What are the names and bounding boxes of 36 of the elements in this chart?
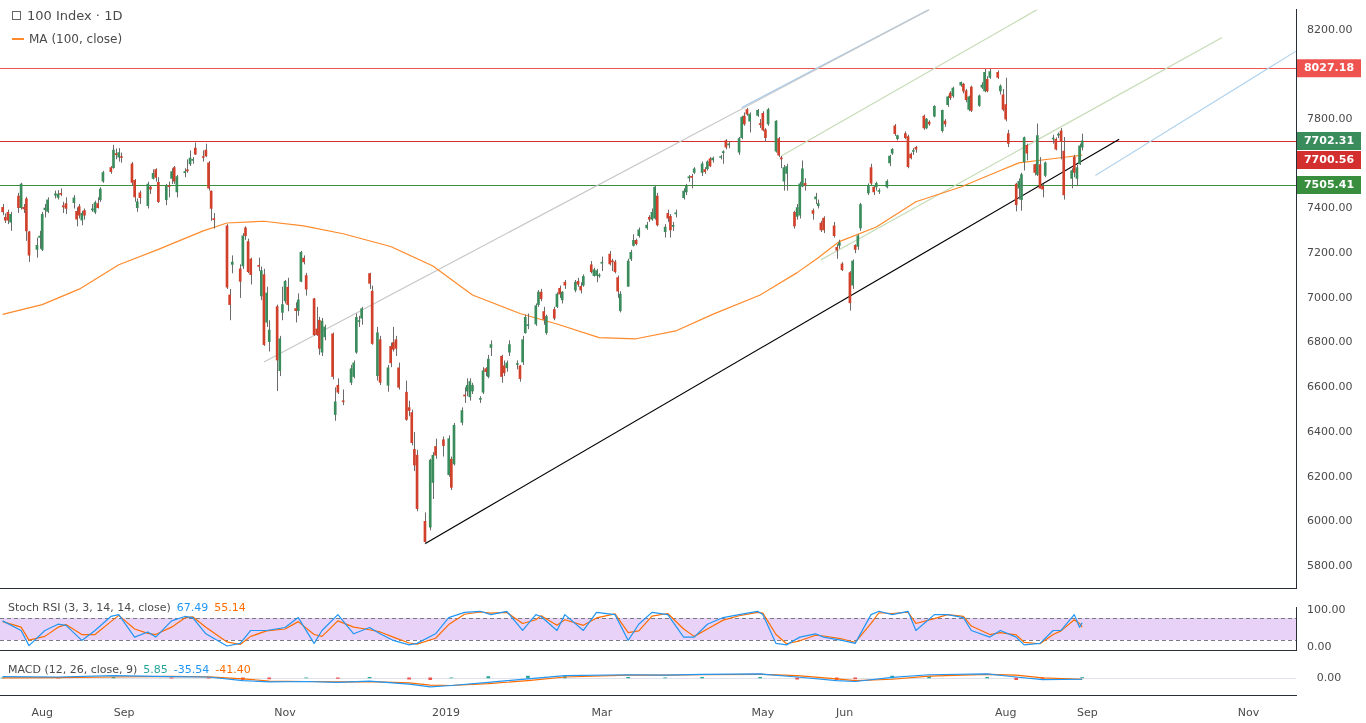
x-tick-label: Nov <box>274 706 297 720</box>
y-tick-label: 8200.00 <box>1307 22 1353 36</box>
y-tick-label: 7200.00 <box>1307 246 1353 260</box>
y-tick-label: 7400.00 <box>1307 201 1353 215</box>
y-tick-label: 6200.00 <box>1307 469 1353 483</box>
x-tick-label: May <box>751 706 775 720</box>
y-tick-label: 7000.00 <box>1307 290 1353 304</box>
annotation: -35.54 <box>173 663 210 676</box>
x-tick-label: Sep <box>1077 706 1098 720</box>
annotation: 5.85 <box>143 663 168 676</box>
y-tick-label: 6400.00 <box>1307 424 1353 438</box>
ref-line-label: 7505.41 <box>1303 177 1355 191</box>
x-tick-label: Mar <box>591 706 613 720</box>
y-tick-label: 7800.00 <box>1307 111 1353 125</box>
x-tick-label: Aug <box>994 706 1017 720</box>
ref-line-label: 8027.18 <box>1303 61 1355 75</box>
y-tick-label: 6800.00 <box>1307 335 1353 349</box>
annotation: 67.49 <box>176 601 209 614</box>
x-tick-label: 2019 <box>432 706 461 720</box>
x-tick-label: Jun <box>835 706 854 720</box>
ref-line-label: 7700.56 <box>1303 152 1355 166</box>
chart-title: 100 Index · 1D <box>27 8 123 23</box>
chart-title: Stoch RSI (3, 3, 14, 14, close) <box>8 601 171 614</box>
x-tick-label: Aug <box>31 706 53 720</box>
x-tick-label: Sep <box>113 706 135 720</box>
y-tick-label: 5800.00 <box>1307 558 1353 572</box>
chart-title: MACD (12, 26, close, 9) <box>8 663 138 676</box>
annotation: 55.14 <box>214 601 246 614</box>
y-tick-label: 0.00 <box>1307 640 1332 654</box>
x-tick-label: Nov <box>1237 706 1260 720</box>
y-tick-label: 100.00 <box>1307 603 1346 617</box>
y-tick-label: 6000.00 <box>1307 514 1353 528</box>
annotation: -41.40 <box>215 663 251 676</box>
text: 7702.31 <box>1303 133 1355 147</box>
y-tick-label: 6600.00 <box>1307 380 1353 394</box>
legend-label: MA (100, close) <box>29 32 123 46</box>
